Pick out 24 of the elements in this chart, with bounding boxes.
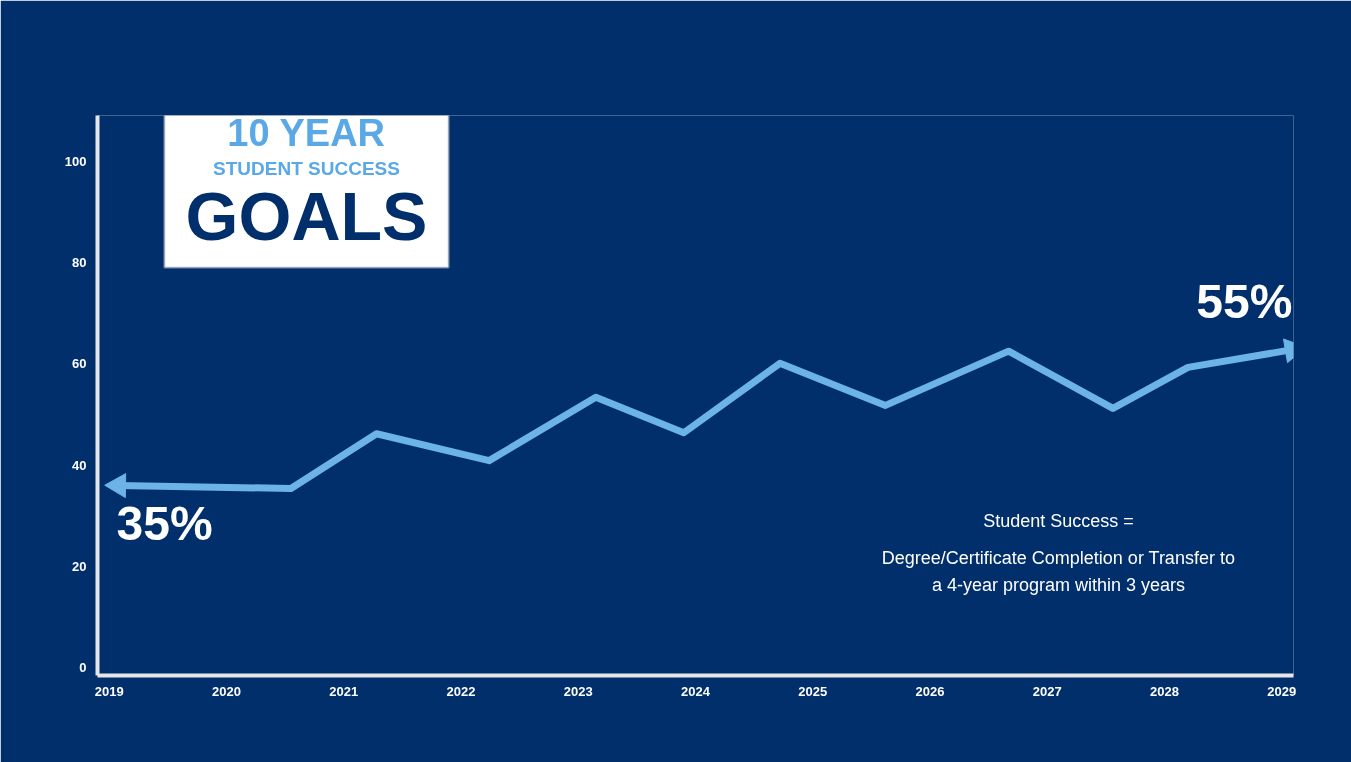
x-tick-label: 2024: [681, 683, 711, 699]
y-tick-label: 20: [72, 559, 87, 575]
annotation: Student Success =: [983, 510, 1134, 531]
y-tick-label: 80: [72, 254, 87, 270]
x-tick-label: 2026: [915, 683, 945, 699]
x-tick-label: 2027: [1032, 683, 1062, 699]
x-tick-label: 2020: [212, 683, 241, 699]
y-tick-label: 40: [72, 457, 87, 473]
annotation: 55%: [1196, 274, 1293, 328]
x-tick-label: 2025: [798, 683, 828, 699]
x-tick-label: 2029: [1267, 683, 1297, 699]
x-tick-label: 2019: [94, 683, 124, 699]
x-tick-label: 2028: [1150, 683, 1179, 699]
annotation: Degree/Certificate Completion or Transfer to a 4-year program within 3 years: [881, 547, 1235, 595]
x-tick-label: 2022: [446, 683, 476, 699]
annotation: GOALS: [185, 177, 428, 254]
chart-title: 10 YEAR: [227, 111, 386, 154]
text: STUDENT SUCCESS: [213, 157, 400, 179]
x-tick-label: 2021: [329, 683, 359, 699]
y-tick-label: 100: [64, 153, 87, 169]
y-tick-label: 0: [79, 660, 87, 676]
y-tick-label: 60: [72, 356, 87, 372]
x-tick-label: 2023: [563, 683, 593, 699]
annotation: 35%: [116, 497, 213, 551]
